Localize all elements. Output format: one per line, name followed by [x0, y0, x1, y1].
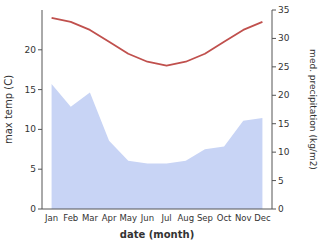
y-tick: [38, 49, 42, 50]
x-tick-label: Oct: [217, 213, 232, 223]
y-tick-label: 5: [30, 164, 36, 174]
x-tick-label: Mar: [82, 213, 99, 223]
x-axis-title: date (month): [120, 229, 194, 240]
y-tick-label: 20: [25, 45, 37, 55]
y2-tick-label: 15: [278, 119, 289, 129]
y2-tick-label: 5: [278, 176, 284, 186]
y2-tick: [272, 180, 276, 181]
y2-tick-label: 30: [278, 33, 290, 43]
y2-tick: [272, 152, 276, 153]
x-tick-label: Dec: [254, 213, 271, 223]
x-axis-line: [42, 209, 272, 210]
x-tick-label: May: [119, 213, 137, 223]
y-tick-label: 15: [25, 85, 36, 95]
plot-area: [52, 18, 263, 209]
y2-axis-title: med. precipitation (kg/m2): [308, 49, 318, 170]
x-tick-label: Sep: [197, 213, 213, 223]
y2-tick-label: 0: [278, 204, 284, 214]
x-tick-label: Jun: [140, 213, 154, 223]
y-tick: [38, 89, 42, 90]
y-tick: [38, 169, 42, 170]
y-tick: [38, 129, 42, 130]
y2-tick: [272, 95, 276, 96]
y2-tick: [272, 38, 276, 39]
y2-tick: [272, 123, 276, 124]
x-tick-label: Aug: [177, 213, 194, 223]
y2-tick-label: 25: [278, 62, 289, 72]
y-tick-label: 0: [30, 204, 36, 214]
area: [52, 84, 263, 209]
chart: 0 5 10 15 20 0 5 10 15 20 25 30 35 Jan Feb MarAprMayJun…: [0, 0, 318, 247]
y2-axis-line: [272, 10, 273, 209]
y2-tick: [272, 10, 276, 11]
y-axis-title: max temp (C): [3, 75, 14, 144]
line: [52, 18, 263, 66]
y2-tick-label: 20: [278, 90, 290, 100]
x-tick-label: Apr: [102, 213, 117, 223]
y2-tick: [272, 66, 276, 67]
y-axis-line: [42, 10, 43, 209]
y-tick: [38, 209, 42, 210]
y2-tick-label: 35: [278, 5, 289, 15]
x-tick-label: Jul: [160, 213, 171, 223]
x-tick-label: Jan: [44, 213, 58, 223]
x-tick-label: Feb: [63, 213, 78, 223]
x-tick-label: Nov: [235, 213, 252, 223]
y2-tick: [272, 209, 276, 210]
y-tick-label: 10: [25, 124, 37, 134]
y2-tick-label: 10: [278, 147, 290, 157]
